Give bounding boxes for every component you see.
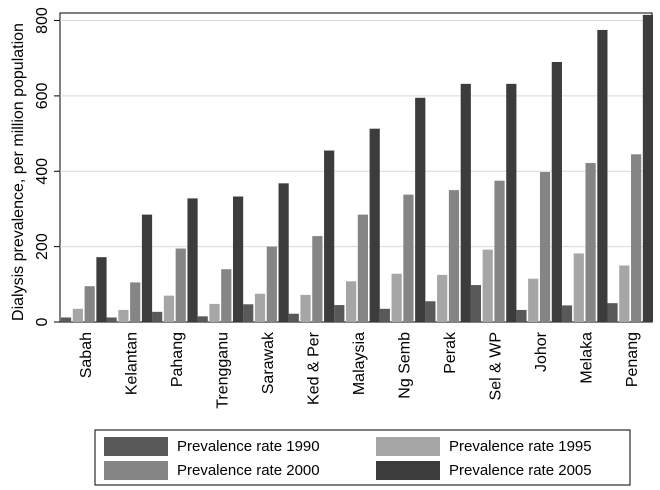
bar bbox=[642, 14, 654, 322]
x-tick-label: Sarawak bbox=[260, 331, 277, 394]
x-tick-label: Malaysia bbox=[351, 332, 368, 395]
bar bbox=[130, 282, 141, 322]
x-tick-label: Perak bbox=[442, 331, 459, 374]
bar bbox=[561, 305, 573, 322]
y-tick-label: 0 bbox=[34, 317, 51, 326]
bar bbox=[60, 317, 72, 322]
x-tick-label: Sel & WP bbox=[488, 332, 505, 400]
bar bbox=[312, 236, 323, 322]
bar bbox=[300, 294, 311, 322]
bar bbox=[379, 308, 390, 322]
legend-label: Prevalence rate 2000 bbox=[177, 462, 320, 479]
bar bbox=[288, 313, 299, 322]
bar bbox=[482, 249, 493, 322]
bar bbox=[415, 97, 426, 322]
x-tick-label: Johor bbox=[533, 331, 550, 372]
bar bbox=[118, 309, 129, 322]
x-tick-label: Trengganu bbox=[214, 332, 231, 409]
x-tick-label: Kelantan bbox=[123, 332, 140, 395]
bar bbox=[551, 61, 562, 323]
bar bbox=[209, 303, 220, 322]
bar bbox=[254, 293, 266, 322]
bar bbox=[403, 194, 414, 322]
bar bbox=[597, 29, 608, 323]
bar bbox=[278, 183, 289, 322]
y-tick-label: 600 bbox=[34, 82, 51, 109]
x-tick-label: Melaka bbox=[579, 332, 596, 384]
bar bbox=[357, 214, 368, 322]
legend-box bbox=[94, 429, 631, 486]
legend-label: Prevalence rate 1995 bbox=[449, 438, 592, 455]
bar bbox=[619, 265, 630, 322]
bar bbox=[221, 269, 232, 322]
bar bbox=[470, 285, 482, 322]
bar bbox=[448, 190, 460, 322]
bar bbox=[494, 180, 505, 322]
legend: Prevalence rate 1990 Prevalence rate 1995… bbox=[94, 429, 631, 486]
bar bbox=[243, 304, 254, 322]
bar bbox=[141, 214, 153, 322]
bar bbox=[528, 278, 539, 322]
bar bbox=[324, 150, 335, 322]
x-tick-label: Ng Semb bbox=[397, 332, 414, 399]
bar bbox=[391, 273, 402, 322]
y-tick-label: 800 bbox=[34, 7, 51, 34]
bar bbox=[369, 128, 380, 322]
bar bbox=[106, 317, 117, 322]
bar bbox=[163, 295, 175, 322]
legend-swatch bbox=[376, 461, 440, 480]
y-tick-label: 400 bbox=[34, 158, 51, 185]
legend-swatch bbox=[104, 437, 168, 456]
bar bbox=[631, 154, 642, 322]
bar bbox=[96, 257, 107, 322]
axes: 0 200 400 600 800 Sabah Kelantan Pahang Trenggan… bbox=[34, 7, 641, 409]
bar bbox=[187, 198, 198, 322]
bar bbox=[197, 316, 208, 322]
bar bbox=[460, 83, 471, 322]
legend-swatch bbox=[104, 461, 168, 480]
bar bbox=[573, 253, 584, 322]
x-tick-label: Penang bbox=[624, 332, 641, 387]
legend-label: Prevalence rate 2005 bbox=[449, 462, 592, 479]
bar bbox=[506, 83, 517, 322]
bar bbox=[152, 311, 163, 322]
bar bbox=[266, 246, 277, 322]
x-tick-label: Sabah bbox=[78, 332, 95, 378]
bar bbox=[346, 281, 357, 322]
bar bbox=[516, 309, 527, 322]
y-axis-label: Dialysis prevalence, per million populat… bbox=[10, 23, 27, 321]
bar bbox=[585, 162, 596, 322]
bar bbox=[232, 196, 244, 322]
legend-label: Prevalence rate 1990 bbox=[177, 438, 320, 455]
bar bbox=[84, 286, 95, 322]
bar bbox=[334, 305, 345, 322]
x-tick-label: Pahang bbox=[169, 332, 186, 387]
bar bbox=[437, 274, 448, 322]
bar bbox=[72, 308, 83, 322]
bar bbox=[175, 248, 186, 322]
bars bbox=[60, 14, 654, 323]
bar bbox=[425, 301, 436, 322]
x-tick-label: Ked & Per bbox=[305, 331, 322, 405]
bar bbox=[539, 172, 551, 322]
y-tick-label: 200 bbox=[34, 233, 51, 260]
bar bbox=[607, 303, 618, 322]
legend-swatch bbox=[376, 437, 440, 456]
